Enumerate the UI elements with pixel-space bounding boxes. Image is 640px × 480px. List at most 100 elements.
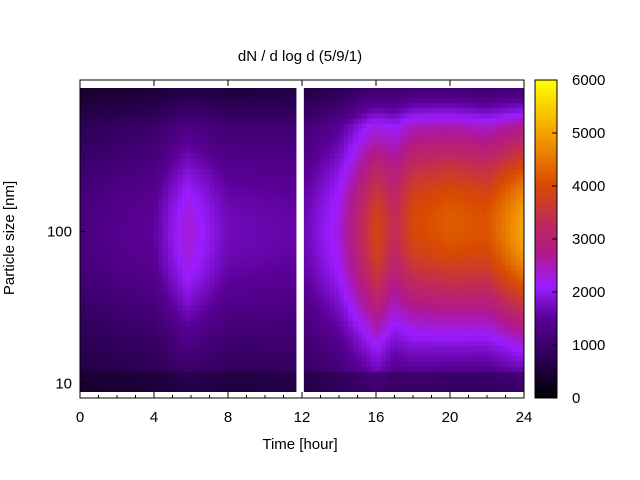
heatmap-cell bbox=[436, 153, 442, 160]
heatmap-cell bbox=[389, 371, 396, 378]
heatmap-cell bbox=[126, 250, 132, 256]
heatmap-cell bbox=[403, 153, 409, 160]
heatmap-cell bbox=[436, 113, 442, 119]
heatmap-cell bbox=[89, 113, 95, 119]
heatmap-cell bbox=[167, 280, 174, 287]
heatmap-cell bbox=[186, 270, 192, 277]
heatmap-cell bbox=[436, 189, 442, 195]
heatmap-cell bbox=[274, 341, 280, 347]
heatmap-cell bbox=[376, 245, 382, 251]
heatmap-cell bbox=[158, 341, 164, 347]
heatmap-cell bbox=[209, 88, 215, 94]
heatmap-cell bbox=[403, 169, 409, 175]
heatmap-cell bbox=[320, 250, 326, 256]
heatmap-cell bbox=[269, 219, 275, 226]
heatmap-cell bbox=[325, 270, 331, 277]
heatmap-cell bbox=[144, 93, 150, 99]
heatmap-cell bbox=[191, 351, 197, 358]
heatmap-cell bbox=[380, 376, 386, 383]
heatmap-cell bbox=[283, 184, 289, 190]
heatmap-cell bbox=[283, 138, 289, 145]
heatmap-cell bbox=[357, 148, 363, 155]
heatmap-cell bbox=[274, 245, 280, 251]
heatmap-cell bbox=[292, 361, 298, 368]
heatmap-cell bbox=[251, 260, 257, 266]
heatmap-cell bbox=[413, 270, 419, 277]
heatmap-cell bbox=[422, 224, 428, 231]
heatmap-cell bbox=[158, 300, 164, 307]
heatmap-cell bbox=[445, 321, 451, 327]
heatmap-cell bbox=[177, 128, 183, 135]
heatmap-cell bbox=[214, 310, 220, 317]
heatmap-cell bbox=[445, 310, 451, 317]
heatmap-cell bbox=[121, 128, 127, 135]
heatmap-cell bbox=[376, 128, 382, 135]
heatmap-cell bbox=[371, 103, 377, 109]
heatmap-cell bbox=[343, 361, 349, 368]
heatmap-cell bbox=[283, 290, 289, 297]
heatmap-cell bbox=[269, 260, 275, 266]
heatmap-cell bbox=[154, 316, 160, 322]
heatmap-cell bbox=[362, 108, 368, 114]
heatmap-cell bbox=[154, 153, 160, 160]
heatmap-cell bbox=[186, 169, 192, 175]
heatmap-cell bbox=[408, 164, 414, 170]
heatmap-cell bbox=[403, 305, 409, 312]
heatmap-cell bbox=[117, 386, 123, 392]
heatmap-cell bbox=[389, 346, 396, 353]
heatmap-cell bbox=[218, 214, 224, 221]
heatmap-cell bbox=[126, 189, 132, 195]
heatmap-cell bbox=[218, 133, 224, 140]
heatmap-cell bbox=[311, 361, 317, 368]
heatmap-cell bbox=[103, 138, 109, 145]
heatmap-cell bbox=[302, 300, 308, 307]
heatmap-cell bbox=[292, 123, 298, 130]
heatmap-cell bbox=[376, 321, 382, 327]
heatmap-cell bbox=[371, 169, 377, 175]
heatmap-cell bbox=[181, 153, 187, 160]
heatmap-cell bbox=[154, 93, 160, 99]
heatmap-cell bbox=[306, 148, 312, 155]
heatmap-cell bbox=[278, 214, 285, 221]
heatmap-cell bbox=[311, 265, 317, 271]
heatmap-cell bbox=[352, 219, 359, 226]
heatmap-cell bbox=[228, 164, 234, 170]
heatmap-cell bbox=[121, 381, 127, 388]
heatmap-cell bbox=[80, 341, 86, 347]
heatmap-cell bbox=[278, 169, 285, 175]
heatmap-cell bbox=[112, 169, 118, 175]
heatmap-cell bbox=[232, 174, 238, 180]
heatmap-cell bbox=[204, 113, 211, 119]
heatmap-cell bbox=[376, 351, 382, 358]
heatmap-cell bbox=[325, 255, 331, 261]
heatmap-cell bbox=[84, 158, 90, 165]
heatmap-cell bbox=[371, 204, 377, 211]
heatmap-cell bbox=[209, 214, 215, 221]
heatmap-cell bbox=[223, 133, 229, 140]
heatmap-cell bbox=[413, 179, 419, 185]
heatmap-cell bbox=[130, 229, 137, 236]
heatmap-cell bbox=[325, 88, 331, 94]
heatmap-cell bbox=[431, 93, 437, 99]
heatmap-cell bbox=[246, 255, 252, 261]
heatmap-cell bbox=[112, 366, 118, 373]
heatmap-cell bbox=[329, 164, 335, 170]
heatmap-cell bbox=[283, 280, 289, 287]
heatmap-cell bbox=[126, 184, 132, 190]
heatmap-cell bbox=[140, 138, 146, 145]
heatmap-cell bbox=[200, 184, 206, 190]
heatmap-cell bbox=[103, 381, 109, 388]
heatmap-cell bbox=[445, 174, 451, 180]
heatmap-cell bbox=[339, 153, 345, 160]
heatmap-cell bbox=[140, 356, 146, 363]
heatmap-cell bbox=[288, 376, 294, 383]
heatmap-cell bbox=[399, 316, 405, 322]
heatmap-cell bbox=[352, 280, 359, 287]
heatmap-cell bbox=[459, 194, 465, 201]
heatmap-cell bbox=[98, 229, 104, 236]
heatmap-cell bbox=[181, 331, 187, 337]
heatmap-cell bbox=[269, 305, 275, 312]
heatmap-cell bbox=[436, 234, 442, 241]
heatmap-cell bbox=[403, 381, 409, 388]
heatmap-cell bbox=[126, 204, 132, 211]
